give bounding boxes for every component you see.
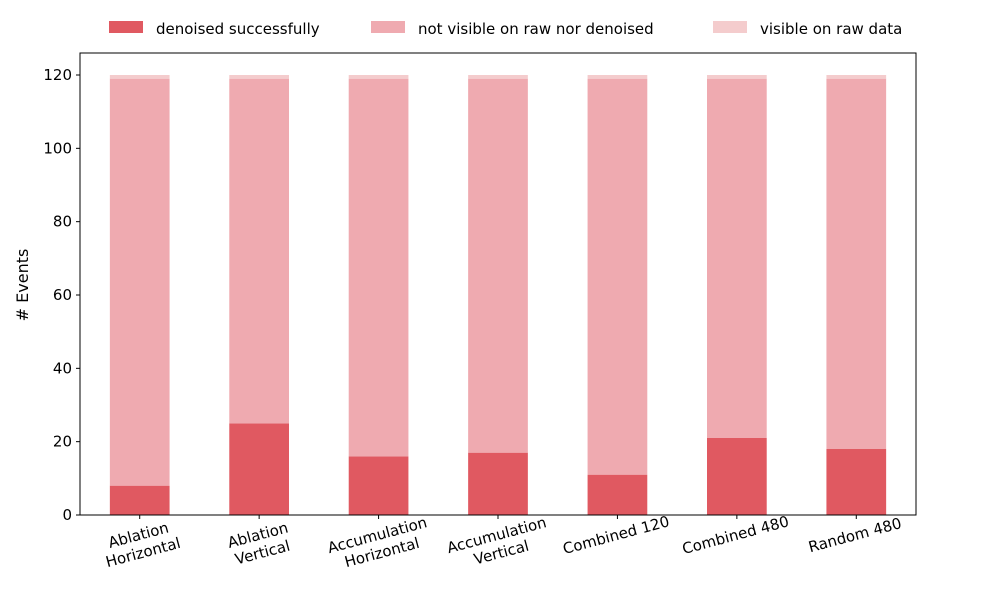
bar-2-1 — [109, 78, 170, 486]
y-tick-label: 120 — [43, 66, 72, 84]
x-tick-label: AccumulationHorizontal — [326, 513, 434, 574]
bar-1-7 — [826, 449, 887, 515]
bars — [109, 75, 887, 515]
bar-3-6 — [707, 75, 767, 79]
bar-2-4 — [468, 78, 528, 453]
bar-1-6 — [707, 438, 767, 515]
legend-label-1: denoised successfully — [156, 20, 320, 38]
legend-label-3: visible on raw data — [760, 20, 902, 38]
bar-1-3 — [348, 456, 409, 515]
y-tick-label: 80 — [53, 213, 72, 231]
bar-3-2 — [229, 75, 289, 79]
legend: denoised successfully not visible on raw … — [109, 20, 902, 38]
x-axis: AblationHorizontal AblationVertical Accumu… — [99, 512, 904, 574]
legend-swatch-1 — [109, 21, 143, 33]
x-tick-label: Random 480 — [807, 514, 904, 556]
bar-2-6 — [707, 78, 767, 439]
bar-2-3 — [348, 78, 409, 457]
x-tick-label: Combined 120 — [561, 512, 672, 558]
bar-3-5 — [587, 75, 648, 79]
x-tick-label: AblationHorizontal — [99, 517, 182, 572]
bar-1-2 — [229, 423, 289, 515]
x-tick-label: AblationVertical — [226, 518, 295, 569]
y-axis-label: # Events — [13, 249, 32, 322]
bar-3-1 — [109, 75, 170, 79]
legend-label-2: not visible on raw nor denoised — [418, 20, 654, 38]
y-axis: 0 20 40 60 80 100 120 — [43, 66, 80, 524]
bar-3-4 — [468, 75, 528, 79]
y-tick-label: 40 — [53, 359, 72, 377]
legend-swatch-3 — [713, 21, 747, 33]
bar-1-1 — [109, 485, 170, 515]
bar-1-4 — [468, 452, 528, 515]
bar-2-5 — [587, 78, 648, 475]
y-tick-label: 20 — [53, 433, 72, 451]
legend-swatch-2 — [371, 21, 405, 33]
x-tick-label: Combined 480 — [680, 512, 791, 558]
bar-2-7 — [826, 78, 887, 450]
y-tick-label: 60 — [53, 286, 72, 304]
bar-3-3 — [348, 75, 409, 79]
bar-1-5 — [587, 474, 648, 515]
bar-3-7 — [826, 75, 887, 79]
bar-2-2 — [229, 78, 289, 424]
y-tick-label: 100 — [43, 139, 72, 157]
y-tick-label: 0 — [62, 506, 72, 524]
x-tick-label: AccumulationVertical — [445, 513, 553, 574]
